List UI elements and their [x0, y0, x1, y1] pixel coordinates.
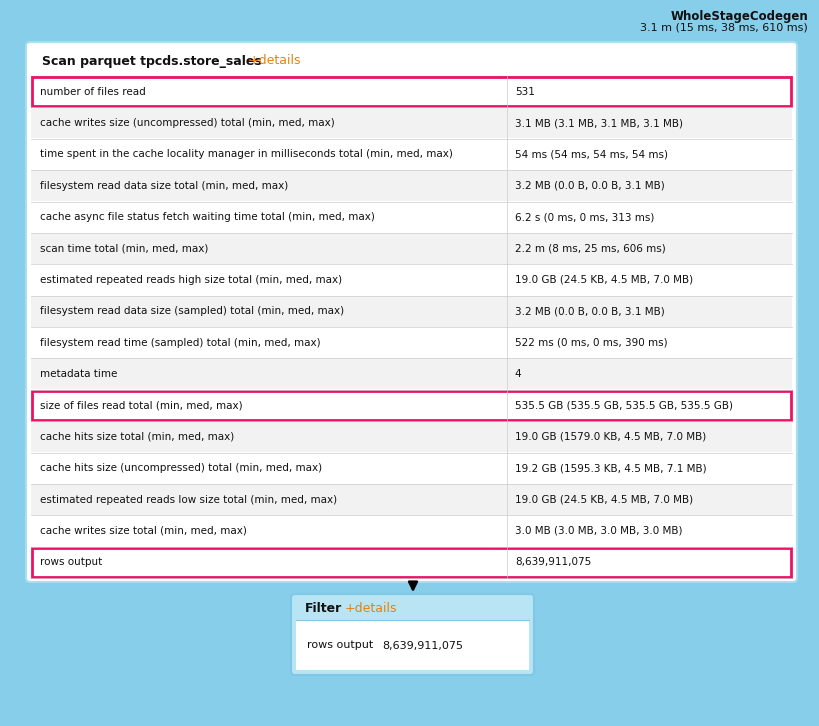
FancyBboxPatch shape — [291, 594, 534, 675]
Text: 3.2 MB (0.0 B, 0.0 B, 3.1 MB): 3.2 MB (0.0 B, 0.0 B, 3.1 MB) — [515, 306, 665, 317]
Text: cache hits size (uncompressed) total (min, med, max): cache hits size (uncompressed) total (mi… — [40, 463, 322, 473]
Bar — [32, 77, 791, 107]
Text: 3.0 MB (3.0 MB, 3.0 MB, 3.0 MB): 3.0 MB (3.0 MB, 3.0 MB, 3.0 MB) — [515, 526, 682, 536]
Bar — [32, 391, 791, 420]
Bar — [31, 233, 792, 264]
Bar — [296, 620, 529, 670]
Text: 19.2 GB (1595.3 KB, 4.5 MB, 7.1 MB): 19.2 GB (1595.3 KB, 4.5 MB, 7.1 MB) — [515, 463, 707, 473]
Text: 54 ms (54 ms, 54 ms, 54 ms): 54 ms (54 ms, 54 ms, 54 ms) — [515, 150, 667, 160]
Bar — [31, 107, 792, 139]
Text: 19.0 GB (24.5 KB, 4.5 MB, 7.0 MB): 19.0 GB (24.5 KB, 4.5 MB, 7.0 MB) — [515, 275, 693, 285]
Text: 2.2 m (8 ms, 25 ms, 606 ms): 2.2 m (8 ms, 25 ms, 606 ms) — [515, 243, 666, 253]
Text: scan time total (min, med, max): scan time total (min, med, max) — [40, 243, 208, 253]
Text: number of files read: number of files read — [40, 86, 146, 97]
Text: cache writes size (uncompressed) total (min, med, max): cache writes size (uncompressed) total (… — [40, 118, 335, 128]
Bar — [31, 295, 792, 327]
Text: 19.0 GB (24.5 KB, 4.5 MB, 7.0 MB): 19.0 GB (24.5 KB, 4.5 MB, 7.0 MB) — [515, 494, 693, 505]
Text: size of files read total (min, med, max): size of files read total (min, med, max) — [40, 401, 242, 410]
Text: estimated repeated reads high size total (min, med, max): estimated repeated reads high size total… — [40, 275, 342, 285]
Text: 522 ms (0 ms, 0 ms, 390 ms): 522 ms (0 ms, 0 ms, 390 ms) — [515, 338, 667, 348]
FancyBboxPatch shape — [26, 42, 797, 582]
Text: estimated repeated reads low size total (min, med, max): estimated repeated reads low size total … — [40, 494, 337, 505]
Text: 19.0 GB (1579.0 KB, 4.5 MB, 7.0 MB): 19.0 GB (1579.0 KB, 4.5 MB, 7.0 MB) — [515, 432, 706, 442]
Text: rows output: rows output — [307, 640, 373, 650]
Text: WholeStageCodegen: WholeStageCodegen — [670, 10, 808, 23]
Text: 8,639,911,075: 8,639,911,075 — [515, 558, 591, 567]
Text: Scan parquet tpcds.store_sales: Scan parquet tpcds.store_sales — [42, 54, 262, 68]
Text: 3.2 MB (0.0 B, 0.0 B, 3.1 MB): 3.2 MB (0.0 B, 0.0 B, 3.1 MB) — [515, 181, 665, 191]
Text: filesystem read time (sampled) total (min, med, max): filesystem read time (sampled) total (mi… — [40, 338, 320, 348]
Text: 4: 4 — [515, 369, 522, 379]
Text: 8,639,911,075: 8,639,911,075 — [382, 640, 463, 650]
Text: filesystem read data size (sampled) total (min, med, max): filesystem read data size (sampled) tota… — [40, 306, 344, 317]
Bar — [31, 421, 792, 452]
Text: rows output: rows output — [40, 558, 102, 567]
Text: cache async file status fetch waiting time total (min, med, max): cache async file status fetch waiting ti… — [40, 212, 375, 222]
Bar — [31, 359, 792, 389]
Text: +details: +details — [345, 603, 397, 616]
Text: 3.1 m (15 ms, 38 ms, 610 ms): 3.1 m (15 ms, 38 ms, 610 ms) — [640, 23, 808, 33]
Text: 3.1 MB (3.1 MB, 3.1 MB, 3.1 MB): 3.1 MB (3.1 MB, 3.1 MB, 3.1 MB) — [515, 118, 683, 128]
Text: 531: 531 — [515, 86, 535, 97]
Bar — [31, 484, 792, 515]
Text: metadata time: metadata time — [40, 369, 117, 379]
Bar — [32, 547, 791, 577]
Text: 535.5 GB (535.5 GB, 535.5 GB, 535.5 GB): 535.5 GB (535.5 GB, 535.5 GB, 535.5 GB) — [515, 401, 733, 410]
Text: Filter: Filter — [305, 603, 342, 616]
Text: time spent in the cache locality manager in milliseconds total (min, med, max): time spent in the cache locality manager… — [40, 150, 453, 160]
Text: cache writes size total (min, med, max): cache writes size total (min, med, max) — [40, 526, 247, 536]
Text: 6.2 s (0 ms, 0 ms, 313 ms): 6.2 s (0 ms, 0 ms, 313 ms) — [515, 212, 654, 222]
Text: +details: +details — [249, 54, 301, 68]
Text: cache hits size total (min, med, max): cache hits size total (min, med, max) — [40, 432, 234, 442]
Bar — [31, 170, 792, 201]
Text: filesystem read data size total (min, med, max): filesystem read data size total (min, me… — [40, 181, 288, 191]
